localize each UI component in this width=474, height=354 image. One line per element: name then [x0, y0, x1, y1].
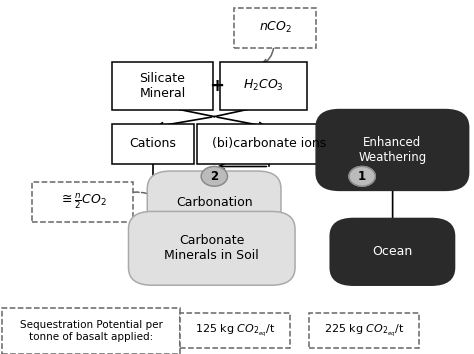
Text: Enhanced
Weathering: Enhanced Weathering [358, 136, 427, 164]
FancyBboxPatch shape [2, 308, 180, 354]
FancyBboxPatch shape [234, 8, 316, 48]
FancyBboxPatch shape [128, 211, 295, 285]
Text: Silicate
Mineral: Silicate Mineral [139, 72, 186, 100]
FancyBboxPatch shape [112, 62, 213, 110]
Circle shape [201, 166, 228, 186]
FancyBboxPatch shape [220, 62, 307, 110]
Text: 225 kg $CO_{2_{eq}}$/t: 225 kg $CO_{2_{eq}}$/t [324, 323, 404, 339]
Text: $nCO_2$: $nCO_2$ [258, 21, 292, 35]
FancyBboxPatch shape [147, 171, 281, 234]
Text: $\cong\frac{n}{2}CO_2$: $\cong\frac{n}{2}CO_2$ [59, 192, 107, 211]
Text: 1: 1 [358, 170, 366, 183]
Text: Ocean: Ocean [372, 245, 412, 258]
FancyBboxPatch shape [112, 124, 194, 164]
Circle shape [349, 166, 375, 186]
Text: (bi)carbonate ions: (bi)carbonate ions [212, 137, 327, 150]
FancyBboxPatch shape [330, 218, 455, 285]
Text: Carbonation: Carbonation [176, 196, 253, 209]
FancyBboxPatch shape [309, 313, 419, 348]
Text: Carbonate
Minerals in Soil: Carbonate Minerals in Soil [164, 234, 259, 262]
Text: Cations: Cations [130, 137, 176, 150]
Text: Sequestration Potential per
tonne of basalt applied:: Sequestration Potential per tonne of bas… [19, 320, 163, 342]
Text: +: + [209, 77, 224, 95]
FancyBboxPatch shape [180, 313, 291, 348]
FancyBboxPatch shape [316, 110, 469, 190]
FancyBboxPatch shape [32, 182, 133, 222]
Text: $H_2CO_3$: $H_2CO_3$ [243, 78, 284, 93]
FancyBboxPatch shape [197, 124, 342, 164]
Text: 125 kg $CO_{2_{eq}}$/t: 125 kg $CO_{2_{eq}}$/t [195, 323, 275, 339]
Text: 2: 2 [210, 170, 219, 183]
